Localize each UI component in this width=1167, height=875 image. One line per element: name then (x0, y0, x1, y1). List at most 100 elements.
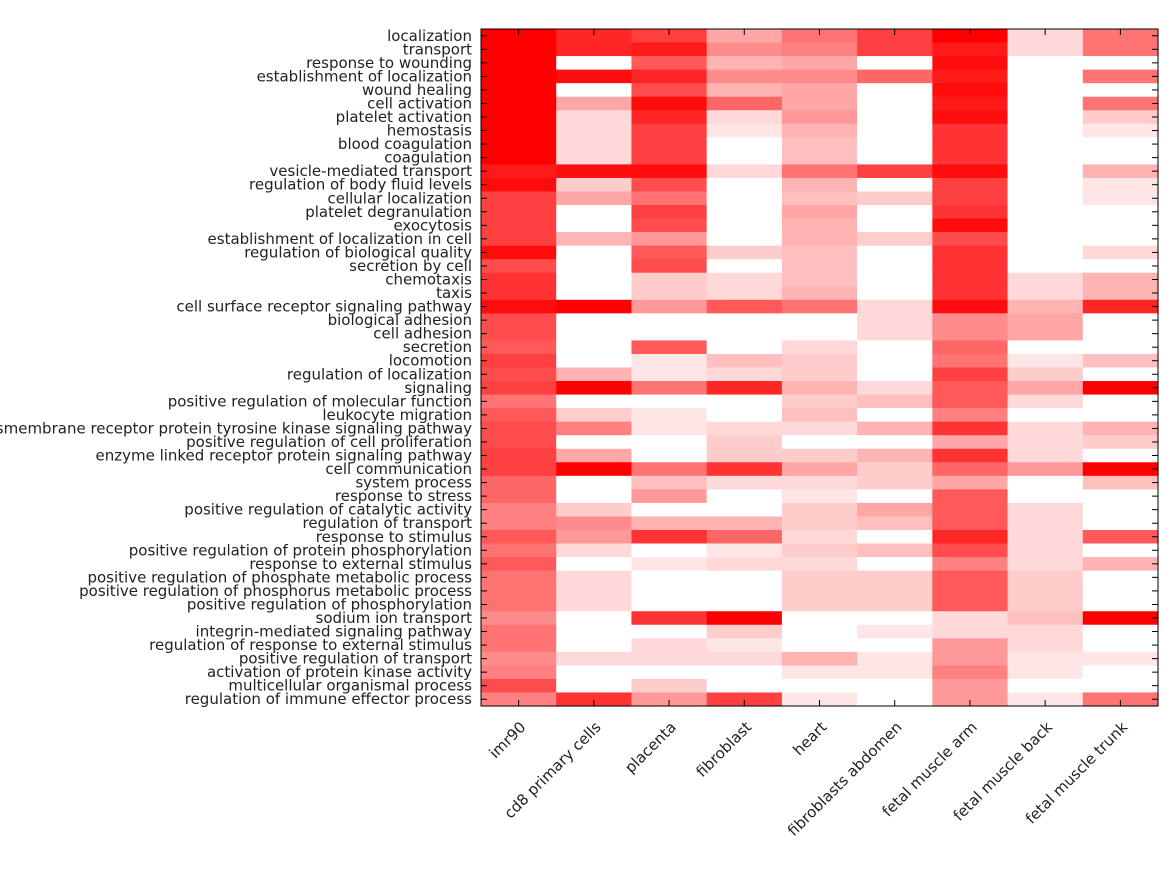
heatmap-cell (857, 462, 933, 477)
heatmap-cell (857, 584, 933, 599)
heatmap-cell (556, 516, 633, 531)
heatmap-cell (706, 340, 783, 355)
heatmap-cell (781, 678, 858, 694)
heatmap-cell (556, 353, 633, 369)
heatmap-cell (857, 177, 933, 193)
heatmap-cell (1082, 272, 1159, 287)
heatmap-cell (481, 353, 557, 369)
heatmap-cell (857, 272, 933, 287)
heatmap-cell (932, 584, 1009, 599)
heatmap-cell (1007, 83, 1084, 98)
heatmap-cell (1007, 56, 1084, 71)
heatmap-cell (932, 326, 1009, 342)
heatmap-cell (706, 516, 783, 531)
heatmap-cell (857, 435, 933, 450)
heatmap-cell (481, 638, 557, 653)
heatmap-cell (706, 692, 783, 707)
heatmap-cell (781, 421, 858, 436)
heatmap-cell (932, 502, 1009, 518)
heatmap-cell (556, 408, 633, 423)
heatmap-cell (706, 83, 783, 98)
heatmap-cell (932, 218, 1009, 233)
heatmap-cell (631, 692, 708, 707)
heatmap-cell (932, 299, 1009, 314)
heatmap-cell (556, 69, 633, 84)
heatmap-cell (932, 286, 1009, 301)
heatmap-cell (781, 381, 858, 396)
heatmap-cell (706, 408, 783, 423)
heatmap-cell (1007, 516, 1084, 531)
heatmap-cell (857, 232, 933, 247)
heatmap-cell (1082, 394, 1159, 409)
heatmap-cell (1082, 475, 1159, 490)
heatmap-cell (556, 96, 633, 111)
heatmap-cell (1082, 638, 1159, 653)
heatmap-cell (1082, 381, 1159, 396)
heatmap-cell (631, 611, 708, 626)
heatmap-cell (556, 205, 633, 220)
column-label: imr90 (486, 718, 530, 762)
heatmap-cell (857, 367, 933, 382)
heatmap-cell (857, 29, 933, 44)
heatmap-cell (481, 123, 557, 138)
heatmap-cell (1007, 367, 1084, 382)
heatmap-cell (1082, 259, 1159, 274)
heatmap-cell (481, 381, 557, 396)
heatmap-cell (1007, 205, 1084, 220)
heatmap-cell (857, 218, 933, 233)
heatmap-cell (706, 678, 783, 694)
heatmap-cell (857, 286, 933, 301)
heatmap-cell (631, 29, 708, 44)
heatmap-cell (1082, 557, 1159, 572)
heatmap-cell (932, 340, 1009, 355)
heatmap-cell (781, 692, 858, 707)
heatmap-cell (857, 42, 933, 57)
heatmap-cell (1007, 597, 1084, 612)
heatmap-cell (481, 69, 557, 84)
heatmap-cell (481, 394, 557, 409)
heatmap-cell (631, 150, 708, 165)
heatmap-cell (706, 232, 783, 247)
heatmap-cell (706, 394, 783, 409)
heatmap-cell (706, 205, 783, 220)
heatmap-cell (481, 570, 557, 585)
heatmap-cell (481, 245, 557, 260)
heatmap-cell (631, 421, 708, 436)
heatmap-cell (481, 611, 557, 626)
heatmap-cell (631, 367, 708, 382)
heatmap-cell (1007, 299, 1084, 314)
heatmap-cell (631, 205, 708, 220)
row-label: establishment of localization in cell (208, 230, 472, 248)
heatmap-cell (1082, 42, 1159, 57)
heatmap-cell (706, 597, 783, 612)
heatmap-cell (1007, 96, 1084, 111)
heatmap-cell (1082, 678, 1159, 694)
heatmap-cell (1082, 651, 1159, 666)
heatmap-cell (857, 475, 933, 490)
heatmap-cell (706, 272, 783, 287)
heatmap-cell (706, 584, 783, 599)
heatmap-cell (1007, 286, 1084, 301)
row-label: response to stimulus (316, 528, 472, 546)
heatmap-cell (857, 665, 933, 680)
heatmap-cell (481, 678, 557, 694)
heatmap-cell (932, 272, 1009, 287)
heatmap-cell (631, 286, 708, 301)
heatmap-cell (781, 489, 858, 504)
heatmap-cell (631, 110, 708, 125)
heatmap-cell (1007, 584, 1084, 599)
row-label: regulation of response to external stimu… (149, 636, 472, 654)
heatmap-cell (706, 462, 783, 477)
heatmap-cell (631, 638, 708, 653)
heatmap-cell (857, 299, 933, 314)
heatmap-cell (556, 448, 633, 463)
heatmap-cell (556, 665, 633, 680)
heatmap-cell (857, 651, 933, 666)
heatmap-cell (1007, 381, 1084, 396)
heatmap-cell (1007, 570, 1084, 585)
heatmap-cell (631, 83, 708, 98)
heatmap-cell (481, 584, 557, 599)
heatmap-cell (1082, 137, 1159, 152)
axis-ticks (481, 29, 1158, 706)
heatmap-cell (556, 638, 633, 653)
